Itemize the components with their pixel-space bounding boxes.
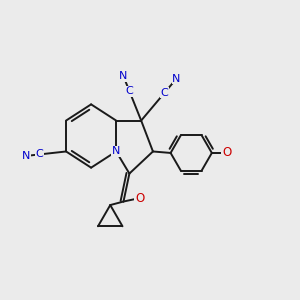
Text: C: C <box>36 149 43 159</box>
Text: C: C <box>125 86 133 96</box>
Text: N: N <box>119 71 128 81</box>
Text: C: C <box>161 88 169 98</box>
Text: O: O <box>222 146 231 159</box>
Text: N: N <box>22 151 31 161</box>
Text: N: N <box>172 74 181 84</box>
Text: O: O <box>135 192 144 205</box>
Text: N: N <box>112 146 120 157</box>
